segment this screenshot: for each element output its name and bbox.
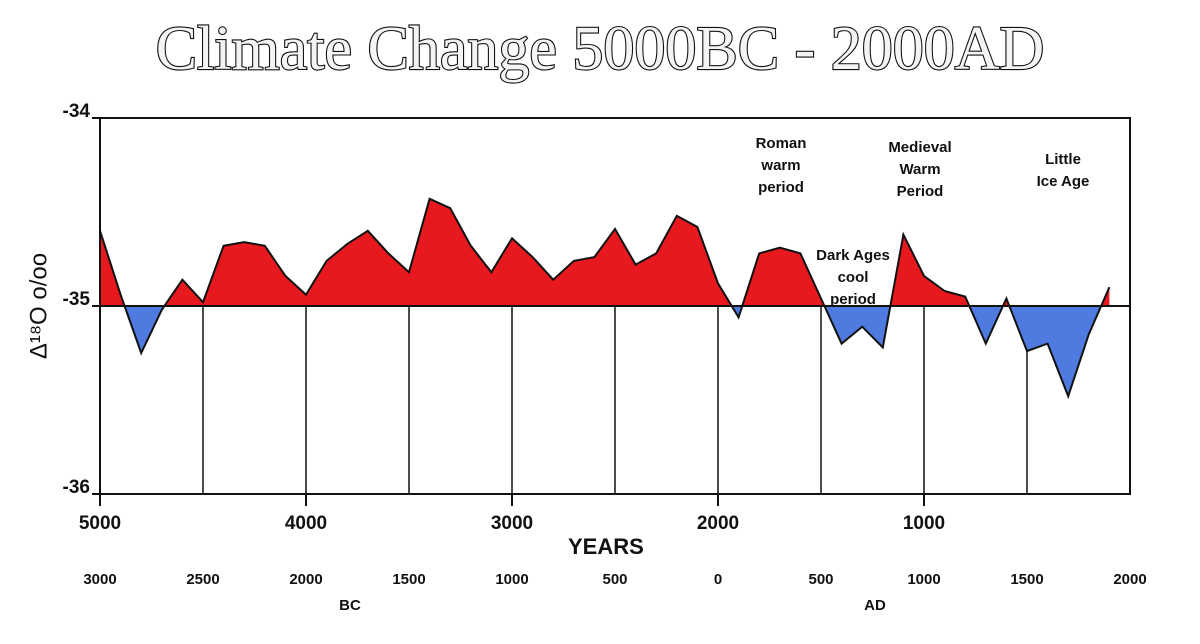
x2-tick-label: 2000 — [289, 571, 322, 588]
y-tick-label: -36 — [63, 477, 90, 498]
x2-tick-label: 2500 — [186, 571, 219, 588]
x-tick-label: 5000 — [79, 513, 121, 534]
x2-tick-label: 1500 — [392, 571, 425, 588]
annotation: period — [830, 291, 876, 308]
x-axis-label: YEARS — [568, 534, 644, 559]
x-tick-label: 1000 — [903, 513, 945, 534]
annotation: period — [758, 179, 804, 196]
x2-tick-label: 1000 — [907, 571, 940, 588]
y-axis-label: Δ¹⁸O o/oo — [25, 253, 52, 359]
x-tick-label: 3000 — [491, 513, 533, 534]
x2-tick-label: 1000 — [495, 571, 528, 588]
y-tick-label: -34 — [63, 101, 91, 122]
annotation: Roman — [756, 135, 807, 152]
x-tick-label: 2000 — [697, 513, 739, 534]
era-label: BC — [339, 597, 361, 614]
annotation: Period — [897, 183, 944, 200]
annotation: Dark Ages — [816, 247, 890, 264]
area-outline — [99, 197, 1111, 400]
x2-tick-label: 500 — [602, 571, 627, 588]
x2-tick-label: 2000 — [1113, 571, 1146, 588]
annotation: cool — [838, 269, 869, 286]
area-below — [100, 306, 1110, 397]
annotation: Warm — [899, 161, 940, 178]
x2-tick-label: 500 — [808, 571, 833, 588]
x2-tick-label: 3000 — [83, 571, 116, 588]
x-tick-label: 4000 — [285, 513, 327, 534]
x2-tick-label: 1500 — [1010, 571, 1043, 588]
annotation: Ice Age — [1037, 173, 1090, 190]
x2-tick-label: 0 — [714, 571, 722, 588]
era-label: AD — [864, 597, 886, 614]
area-above — [100, 198, 1110, 306]
annotation: warm — [760, 157, 800, 174]
annotation: Medieval — [888, 139, 951, 156]
chart-title: Climate Change 5000BC - 2000AD — [156, 15, 1045, 83]
y-tick-label: -35 — [63, 289, 91, 310]
annotation: Little — [1045, 151, 1081, 168]
